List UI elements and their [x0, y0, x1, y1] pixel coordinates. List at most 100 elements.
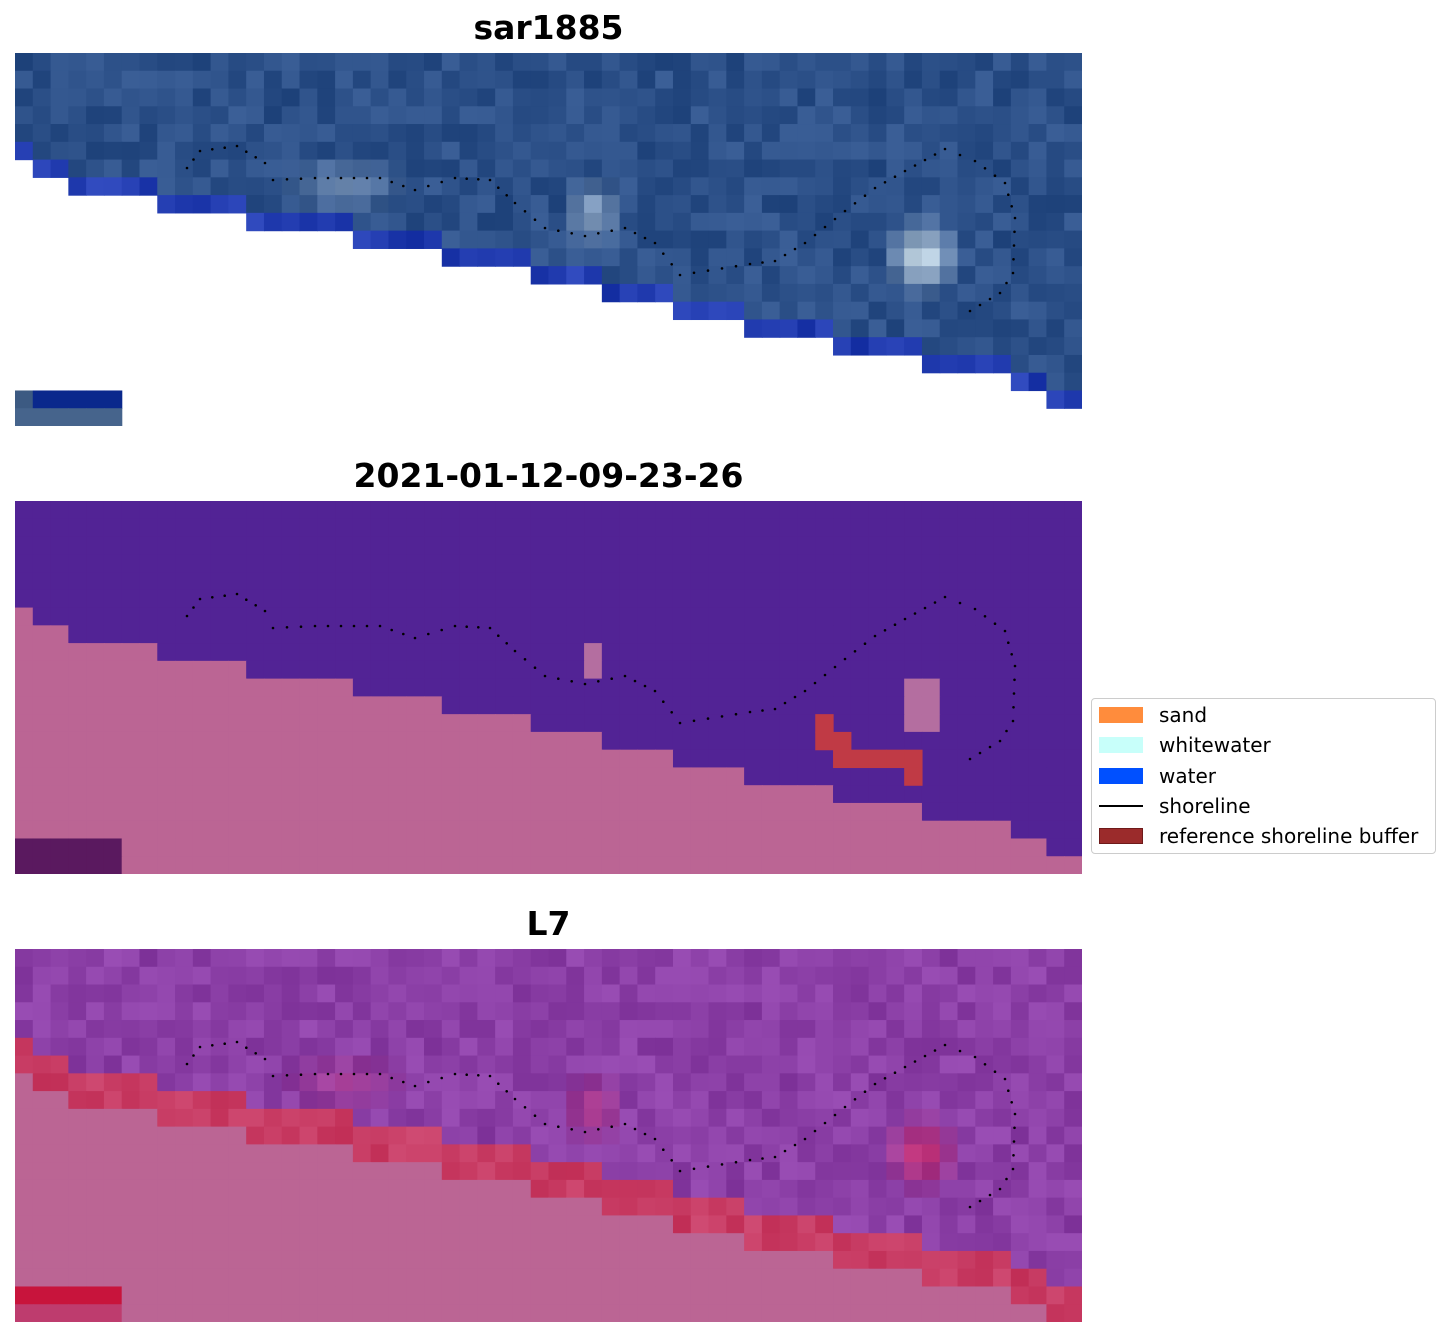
image-pixel	[548, 949, 567, 968]
image-pixel	[975, 802, 994, 822]
image-pixel	[833, 1162, 852, 1181]
image-pixel	[904, 1037, 923, 1057]
image-pixel	[1046, 731, 1065, 751]
image-pixel	[1010, 88, 1030, 107]
image-pixel	[815, 820, 834, 840]
image-pixel	[406, 767, 425, 786]
image-pixel	[15, 1215, 34, 1234]
image-pixel	[1046, 390, 1065, 409]
image-pixel	[175, 106, 194, 125]
image-pixel	[601, 248, 621, 267]
image-pixel	[424, 70, 443, 90]
image-pixel	[495, 1197, 514, 1217]
image-pixel	[299, 838, 318, 857]
image-pixel	[850, 536, 870, 555]
image-pixel	[904, 660, 923, 680]
image-pixel	[957, 212, 976, 232]
image-pixel	[726, 643, 745, 662]
image-pixel	[406, 643, 425, 662]
image-pixel	[708, 572, 727, 591]
image-pixel	[406, 1304, 425, 1322]
image-pixel	[477, 1179, 496, 1199]
image-pixel	[761, 660, 781, 680]
image-pixel	[1046, 159, 1065, 178]
image-pixel	[690, 820, 710, 840]
image-pixel	[886, 1268, 905, 1288]
image-pixel	[139, 1250, 158, 1270]
image-pixel	[281, 1215, 301, 1234]
image-pixel	[1010, 1073, 1030, 1092]
image-pixel	[424, 554, 443, 573]
image-pixel	[584, 1002, 603, 1021]
shoreline-point	[923, 606, 927, 610]
image-pixel	[904, 1055, 923, 1074]
image-pixel	[210, 785, 229, 804]
image-pixel	[708, 785, 727, 804]
image-pixel	[584, 70, 603, 90]
image-pixel	[833, 643, 852, 662]
shoreline-point	[748, 710, 752, 714]
image-pixel	[584, 984, 603, 1003]
image-pixel	[121, 1055, 141, 1074]
image-pixel	[317, 159, 336, 178]
image-pixel	[975, 1286, 994, 1305]
image-pixel	[424, 141, 443, 161]
image-pixel	[512, 696, 532, 715]
shoreline-point	[883, 1077, 887, 1080]
image-pixel	[708, 696, 727, 715]
image-pixel	[121, 785, 141, 804]
image-pixel	[690, 607, 710, 626]
image-pixel	[15, 1002, 34, 1021]
image-pixel	[868, 1268, 887, 1288]
shoreline-point	[983, 615, 987, 618]
image-pixel	[975, 660, 994, 680]
image-pixel	[779, 660, 799, 680]
image-pixel	[708, 1304, 727, 1322]
image-pixel	[50, 1037, 69, 1057]
image-pixel	[68, 53, 87, 72]
image-pixel	[424, 1162, 443, 1181]
image-pixel	[726, 838, 745, 857]
image-pixel	[352, 177, 372, 196]
image-pixel	[103, 1250, 123, 1270]
image-pixel	[690, 660, 710, 680]
image-pixel	[352, 159, 372, 178]
image-pixel	[833, 1268, 852, 1288]
image-pixel	[797, 1233, 816, 1252]
image-pixel	[335, 88, 354, 107]
image-pixel	[86, 88, 105, 107]
image-pixel	[406, 501, 425, 520]
shoreline-point	[557, 677, 560, 680]
image-pixel	[192, 572, 212, 591]
image-pixel	[584, 266, 603, 285]
image-pixel	[761, 1108, 781, 1128]
image-pixel	[441, 1179, 461, 1199]
image-pixel	[477, 838, 496, 857]
image-pixel	[566, 1304, 585, 1322]
image-pixel	[424, 518, 443, 538]
shoreline-point	[597, 680, 600, 683]
image-pixel	[406, 1126, 425, 1145]
image-pixel	[1064, 53, 1082, 72]
image-pixel	[15, 1162, 34, 1181]
shoreline-point	[803, 1137, 807, 1141]
image-pixel	[975, 625, 994, 644]
image-pixel	[495, 802, 514, 822]
image-pixel	[975, 589, 994, 609]
image-pixel	[904, 53, 923, 72]
image-pixel	[86, 124, 105, 143]
image-pixel	[850, 283, 870, 303]
image-pixel	[263, 1091, 283, 1110]
image-pixel	[139, 53, 158, 72]
image-pixel	[921, 678, 941, 697]
image-pixel	[993, 1055, 1012, 1074]
image-pixel	[495, 660, 514, 680]
image-pixel	[690, 802, 710, 822]
image-pixel	[833, 319, 852, 338]
image-pixel	[672, 838, 692, 857]
image-pixel	[1028, 767, 1048, 786]
image-pixel	[441, 501, 461, 520]
image-pixel	[459, 212, 478, 232]
image-pixel	[103, 536, 123, 555]
image-pixel	[584, 1250, 603, 1270]
